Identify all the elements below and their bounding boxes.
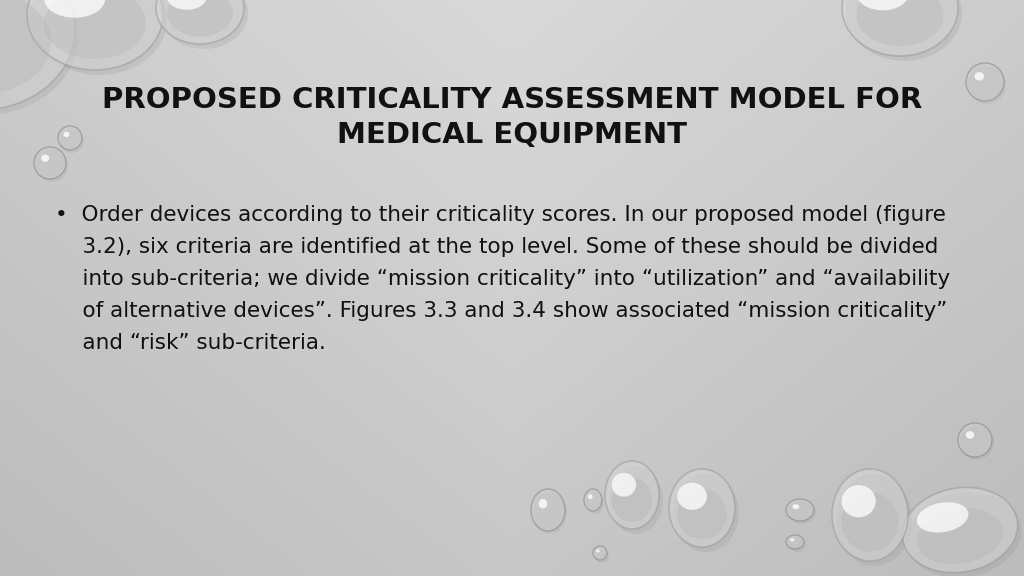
Ellipse shape [968,66,1006,104]
Ellipse shape [966,63,1004,101]
Ellipse shape [584,489,602,511]
Ellipse shape [975,72,984,81]
Ellipse shape [156,0,244,44]
Ellipse shape [961,426,994,460]
Ellipse shape [677,488,727,539]
Text: MEDICAL EQUIPMENT: MEDICAL EQUIPMENT [337,121,687,149]
Text: of alternative devices”. Figures 3.3 and 3.4 show associated “mission criticalit: of alternative devices”. Figures 3.3 and… [55,301,947,321]
Ellipse shape [593,546,607,560]
Text: PROPOSED CRITICALITY ASSESSMENT MODEL FOR: PROPOSED CRITICALITY ASSESSMENT MODEL FO… [101,86,923,114]
Ellipse shape [842,485,876,517]
Ellipse shape [793,504,800,509]
Ellipse shape [27,0,163,70]
Ellipse shape [596,550,600,552]
Ellipse shape [588,494,593,499]
Ellipse shape [916,502,969,533]
Ellipse shape [902,487,1018,573]
Ellipse shape [44,0,105,18]
Ellipse shape [611,478,652,522]
Ellipse shape [0,0,79,115]
Ellipse shape [856,0,943,47]
Ellipse shape [673,474,739,552]
Ellipse shape [534,492,567,534]
Ellipse shape [788,502,816,524]
Ellipse shape [788,538,806,552]
Ellipse shape [60,129,84,153]
Ellipse shape [906,492,1022,576]
Ellipse shape [842,0,958,56]
Ellipse shape [167,0,233,37]
Ellipse shape [539,499,547,509]
Ellipse shape [0,0,75,110]
Ellipse shape [44,0,146,59]
Ellipse shape [966,431,974,439]
Ellipse shape [167,0,207,10]
Ellipse shape [786,499,814,521]
Ellipse shape [160,0,248,49]
Ellipse shape [34,147,66,179]
Ellipse shape [609,466,663,534]
Ellipse shape [595,549,609,563]
Ellipse shape [916,509,1004,564]
Ellipse shape [531,489,565,531]
Text: and “risk” sub-criteria.: and “risk” sub-criteria. [55,333,326,353]
Ellipse shape [611,473,636,497]
Ellipse shape [58,126,82,150]
Ellipse shape [842,492,898,552]
Ellipse shape [0,0,51,94]
Text: into sub-criteria; we divide “mission criticality” into “utilization” and “avail: into sub-criteria; we divide “mission cr… [55,269,950,289]
Ellipse shape [836,474,912,566]
Ellipse shape [41,154,49,162]
Ellipse shape [958,423,992,457]
Text: 3.2), six criteria are identified at the top level. Some of these should be divi: 3.2), six criteria are identified at the… [55,237,938,257]
Ellipse shape [586,492,604,514]
Ellipse shape [856,0,908,10]
Ellipse shape [677,483,707,510]
Ellipse shape [786,535,804,549]
Ellipse shape [63,132,70,137]
Ellipse shape [605,461,659,529]
Ellipse shape [791,539,795,541]
Ellipse shape [31,0,167,75]
Bar [0,60,1024,190]
Ellipse shape [831,469,908,561]
Ellipse shape [36,150,68,182]
Ellipse shape [846,0,962,61]
Text: •  Order devices according to their criticality scores. In our proposed model (f: • Order devices according to their criti… [55,205,946,225]
Ellipse shape [669,469,735,547]
